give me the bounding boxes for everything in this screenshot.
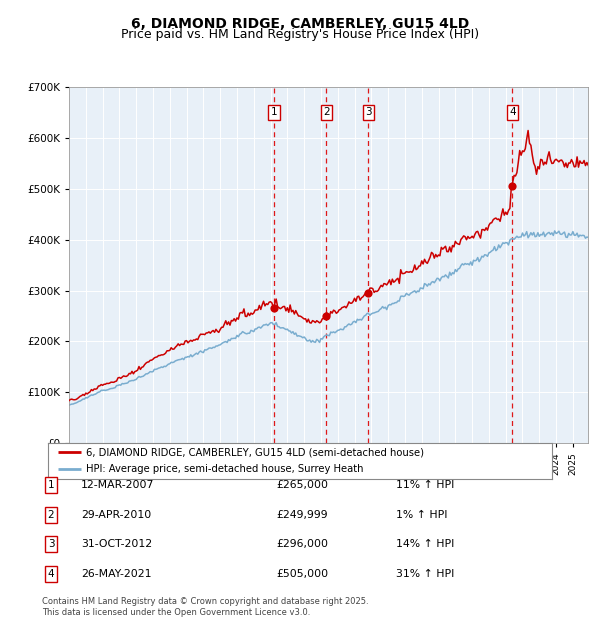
Text: Price paid vs. HM Land Registry's House Price Index (HPI): Price paid vs. HM Land Registry's House … — [121, 28, 479, 41]
Point — [322, 311, 331, 321]
Text: 1% ↑ HPI: 1% ↑ HPI — [396, 510, 448, 520]
Text: 1: 1 — [271, 107, 277, 117]
Text: 31-OCT-2012: 31-OCT-2012 — [81, 539, 152, 549]
Text: 11% ↑ HPI: 11% ↑ HPI — [396, 480, 454, 490]
Text: 12-MAR-2007: 12-MAR-2007 — [81, 480, 154, 490]
Text: HPI: Average price, semi-detached house, Surrey Heath: HPI: Average price, semi-detached house,… — [86, 464, 364, 474]
Text: 3: 3 — [365, 107, 372, 117]
Text: 4: 4 — [509, 107, 516, 117]
Text: 31% ↑ HPI: 31% ↑ HPI — [396, 569, 454, 579]
Text: 4: 4 — [47, 569, 55, 579]
Text: 1: 1 — [47, 480, 55, 490]
Text: 6, DIAMOND RIDGE, CAMBERLEY, GU15 4LD: 6, DIAMOND RIDGE, CAMBERLEY, GU15 4LD — [131, 17, 469, 32]
Text: 2: 2 — [323, 107, 330, 117]
Text: 14% ↑ HPI: 14% ↑ HPI — [396, 539, 454, 549]
Text: 6, DIAMOND RIDGE, CAMBERLEY, GU15 4LD (semi-detached house): 6, DIAMOND RIDGE, CAMBERLEY, GU15 4LD (s… — [86, 448, 424, 458]
Text: 2: 2 — [47, 510, 55, 520]
Text: £505,000: £505,000 — [276, 569, 328, 579]
Text: 29-APR-2010: 29-APR-2010 — [81, 510, 151, 520]
Point — [364, 288, 373, 298]
Text: 26-MAY-2021: 26-MAY-2021 — [81, 569, 151, 579]
Text: Contains HM Land Registry data © Crown copyright and database right 2025.
This d: Contains HM Land Registry data © Crown c… — [42, 598, 368, 617]
Point — [508, 181, 517, 191]
Text: 3: 3 — [47, 539, 55, 549]
Text: £265,000: £265,000 — [276, 480, 328, 490]
Text: £296,000: £296,000 — [276, 539, 328, 549]
Text: £249,999: £249,999 — [276, 510, 328, 520]
Point — [269, 303, 278, 313]
